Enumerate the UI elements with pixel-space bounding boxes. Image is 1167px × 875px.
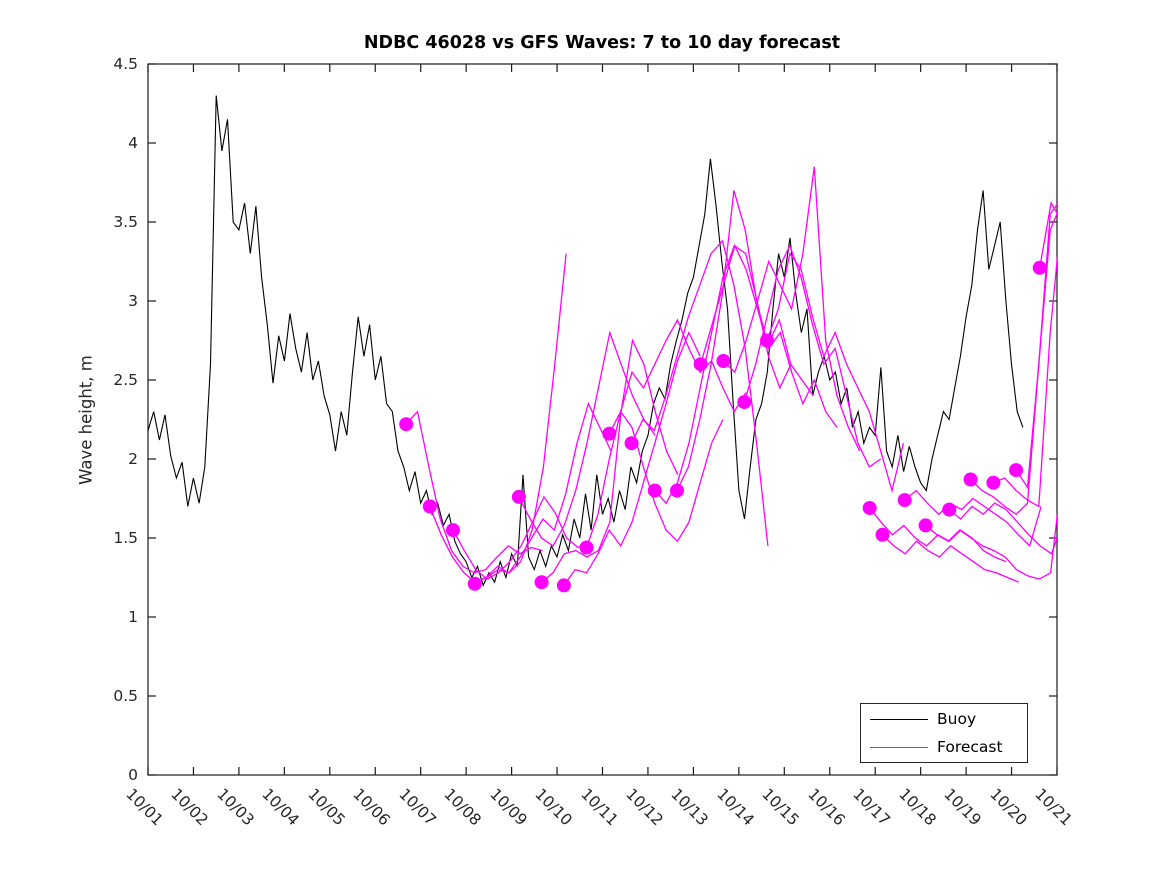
forecast-line xyxy=(631,239,769,546)
legend-item-buoy: Buoy xyxy=(861,706,1027,732)
y-tick-label: 3 xyxy=(128,292,138,310)
forecast-start-marker xyxy=(511,489,526,504)
y-tick-label: 0.5 xyxy=(113,687,138,705)
forecast-line xyxy=(722,166,861,452)
y-tick-label: 3.5 xyxy=(113,213,138,231)
forecast-start-marker xyxy=(467,576,482,591)
forecast-start-marker xyxy=(760,333,774,348)
forecast-line xyxy=(654,244,792,505)
forecast-line xyxy=(970,212,1057,516)
forecast-line xyxy=(700,243,838,428)
forecast-line xyxy=(743,244,882,468)
forecast-start-marker xyxy=(918,518,933,533)
forecast-line xyxy=(563,330,701,586)
forecast-start-marker xyxy=(963,472,978,487)
forecast-line-swatch xyxy=(870,746,928,748)
legend-label-forecast: Forecast xyxy=(937,738,1003,756)
legend: Buoy Forecast xyxy=(860,703,1028,763)
forecast-line xyxy=(585,410,724,548)
axes-box xyxy=(147,63,1058,776)
legend-label-buoy: Buoy xyxy=(937,710,977,728)
y-tick-label: 1 xyxy=(128,608,138,626)
forecast-start-marker xyxy=(986,475,1001,490)
forecast-line xyxy=(766,252,905,494)
forecast-start-marker xyxy=(875,527,890,542)
legend-item-forecast: Forecast xyxy=(861,734,1027,760)
forecast-line xyxy=(474,401,612,585)
axis-ticks xyxy=(147,63,1058,776)
forecast-start-marker xyxy=(737,395,752,410)
forecast-start-marker xyxy=(670,483,684,498)
forecast-line xyxy=(925,512,1057,580)
forecast-start-marker xyxy=(647,483,662,498)
forecast-start-marker xyxy=(579,540,594,555)
y-tick-label: 0 xyxy=(128,766,138,784)
forecast-line xyxy=(405,410,543,574)
y-tick-label: 1.5 xyxy=(113,529,138,547)
forecast-start-marker xyxy=(422,499,437,514)
forecast-start-marker xyxy=(1009,463,1024,478)
forecast-line xyxy=(948,502,1057,555)
forecast-start-marker xyxy=(716,354,731,368)
forecast-line xyxy=(608,318,747,434)
forecast-start-marker xyxy=(942,502,957,517)
forecast-start-marker xyxy=(534,575,549,590)
y-tick-label: 2 xyxy=(128,450,138,468)
forecast-line xyxy=(452,495,590,580)
forecast-line xyxy=(1039,201,1057,268)
chart-title: NDBC 46028 vs GFS Waves: 7 to 10 day for… xyxy=(363,33,841,53)
forecast-start-marker xyxy=(897,493,912,508)
forecast-line xyxy=(541,338,679,583)
forecast-start-marker xyxy=(693,357,708,372)
forecast-line xyxy=(429,253,567,583)
forecast-line xyxy=(882,534,1020,583)
forecast-line xyxy=(1015,203,1057,490)
forecast-line xyxy=(904,489,1042,548)
forecast-start-marker xyxy=(1032,260,1047,275)
forecast-line xyxy=(676,190,814,491)
forecast-start-marker xyxy=(399,417,414,432)
forecast-line xyxy=(993,254,1057,508)
buoy-line xyxy=(148,95,1024,587)
y-tick-label: 2.5 xyxy=(113,371,138,389)
forecast-start-marker xyxy=(602,426,617,441)
forecast-line xyxy=(518,330,656,547)
y-tick-label: 4 xyxy=(128,134,138,152)
forecast-start-marker xyxy=(862,501,877,515)
forecast-start-marker xyxy=(556,578,571,593)
forecast-start-marker xyxy=(446,523,460,538)
buoy-line-swatch xyxy=(870,718,928,720)
y-tick-label: 4.5 xyxy=(113,55,138,73)
forecast-start-marker xyxy=(624,436,639,451)
